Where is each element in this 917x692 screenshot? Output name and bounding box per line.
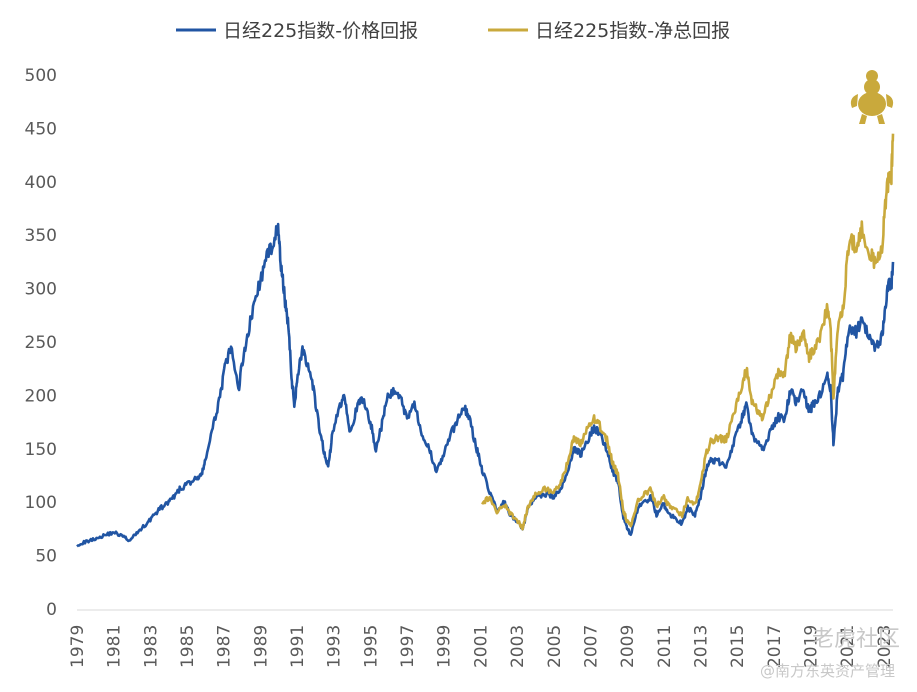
y-tick-label: 300	[25, 280, 57, 300]
watermark-source: @南方东英资产管理	[760, 662, 895, 680]
chart-series	[76, 133, 895, 548]
x-tick-label: 2023	[875, 625, 895, 668]
y-tick-label: 400	[25, 173, 57, 193]
x-tick-label: 1989	[251, 625, 271, 668]
sumo-wrestler-icon	[850, 70, 894, 124]
x-tick-label: 1991	[288, 625, 308, 668]
x-tick-label: 1981	[105, 625, 125, 668]
y-tick-label: 100	[25, 493, 57, 513]
y-tick-label: 350	[25, 226, 57, 246]
y-tick-label: 450	[25, 119, 57, 139]
y-tick-label: 50	[35, 547, 57, 567]
y-axis: 0 50 100 150 200 250 300 350 400 450 500	[25, 66, 57, 620]
x-tick-label: 1985	[178, 625, 198, 668]
x-tick-label: 2017	[765, 625, 785, 668]
x-tick-label: 2005	[545, 625, 565, 668]
x-tick-label: 2021	[838, 625, 858, 668]
y-tick-label: 0	[46, 600, 57, 620]
x-tick-label: 1999	[435, 625, 455, 668]
x-tick-label: 2019	[801, 625, 821, 668]
x-tick-label: 2001	[471, 625, 491, 668]
y-tick-label: 200	[25, 386, 57, 406]
y-tick-label: 500	[25, 66, 57, 86]
legend-label: 日经225指数-净总回报	[535, 20, 730, 42]
legend-label: 日经225指数-价格回报	[223, 20, 418, 42]
x-tick-label: 2013	[691, 625, 711, 668]
watermark-brand: 老虎社区	[812, 627, 900, 652]
y-tick-label: 250	[25, 333, 57, 353]
x-tick-label: 1987	[215, 625, 235, 668]
x-axis: 1979 1981 1983 1985 1987 1989 1991 1993 1995 1997…	[68, 609, 895, 668]
x-tick-label: 1979	[68, 625, 88, 668]
x-tick-label: 1997	[398, 625, 418, 668]
watermark: 老虎社区 @南方东英资产管理	[760, 627, 900, 680]
x-tick-label: 2003	[508, 625, 528, 668]
series-line	[481, 133, 895, 531]
x-tick-label: 2011	[655, 625, 675, 668]
x-tick-label: 2009	[618, 625, 638, 668]
y-tick-label: 150	[25, 440, 57, 460]
x-tick-label: 2015	[728, 625, 748, 668]
x-tick-label: 1993	[325, 625, 345, 668]
chart-legend: 日经225指数-价格回报 日经225指数-净总回报	[176, 20, 730, 42]
x-tick-label: 1995	[361, 625, 381, 668]
x-tick-label: 2007	[581, 625, 601, 668]
x-tick-label: 1983	[141, 625, 161, 668]
